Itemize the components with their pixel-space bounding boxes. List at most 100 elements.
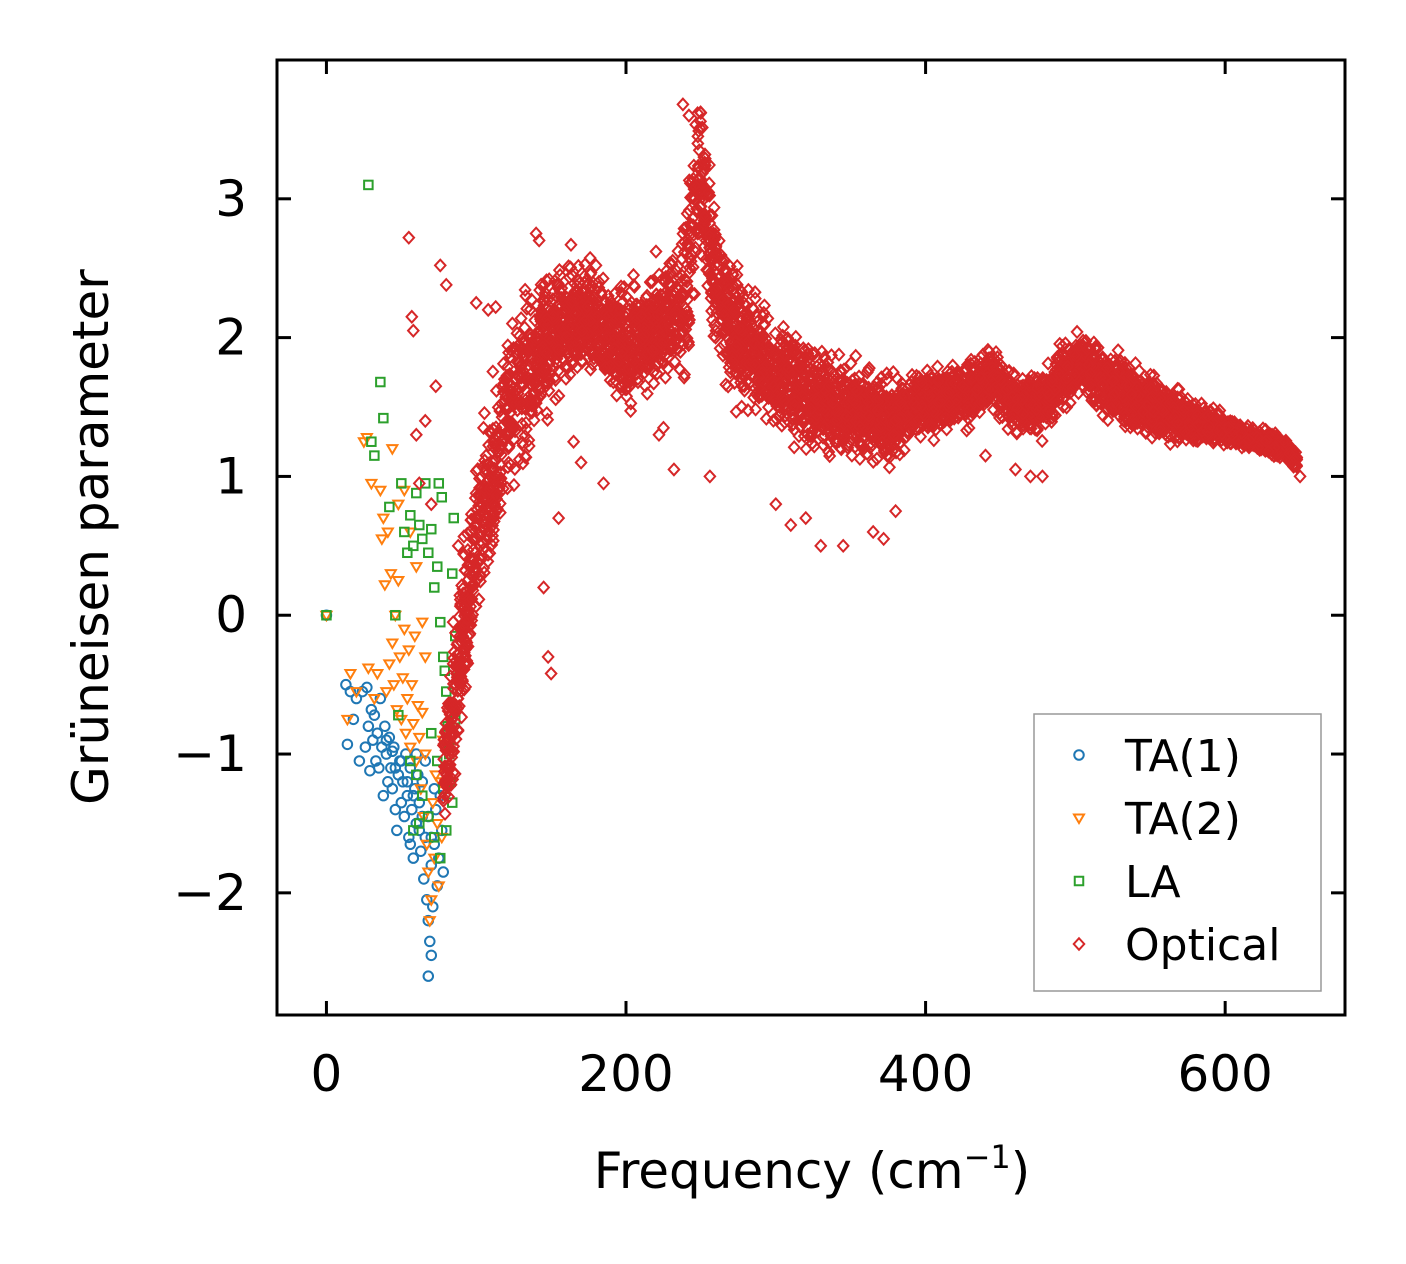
data-point	[473, 551, 487, 567]
data-point	[855, 438, 869, 453]
data-point	[477, 405, 492, 421]
data-point	[881, 448, 895, 463]
data-point	[421, 894, 433, 906]
data-point	[397, 624, 412, 637]
data-point	[722, 281, 736, 297]
data-point	[472, 592, 486, 607]
data-point	[617, 279, 631, 295]
data-point	[396, 673, 410, 685]
data-point	[384, 569, 398, 581]
data-point	[957, 389, 971, 405]
data-point	[435, 616, 446, 628]
data-point	[411, 487, 422, 499]
data-point	[417, 790, 428, 801]
data-point	[735, 322, 749, 338]
data-point	[1041, 356, 1055, 371]
data-point	[557, 302, 571, 317]
data-point	[731, 321, 746, 336]
data-point	[1093, 370, 1107, 385]
data-point	[399, 728, 413, 741]
data-point	[788, 394, 802, 409]
data-point	[707, 200, 721, 215]
data-point	[514, 311, 528, 326]
data-point	[458, 596, 473, 611]
data-point	[405, 680, 419, 692]
data-point	[406, 719, 421, 731]
data-point	[761, 399, 776, 415]
data-point	[403, 742, 418, 755]
data-point	[369, 450, 380, 461]
data-point	[401, 776, 414, 788]
data-point	[748, 285, 762, 300]
data-point	[756, 309, 770, 324]
data-point	[785, 417, 799, 433]
data-point	[1055, 391, 1070, 407]
data-point	[698, 161, 712, 177]
data-point	[977, 396, 991, 412]
data-point	[682, 312, 697, 328]
data-point	[373, 485, 388, 498]
data-point	[537, 316, 552, 332]
data-point	[379, 720, 391, 733]
data-point	[519, 288, 533, 304]
data-point	[730, 267, 744, 283]
data-point	[439, 665, 451, 677]
data-point	[912, 421, 926, 436]
data-point	[478, 453, 492, 468]
data-point	[366, 436, 377, 447]
data-point	[1085, 392, 1099, 407]
data-point	[368, 709, 381, 721]
data-point	[705, 284, 719, 300]
data-point	[447, 568, 458, 579]
data-point	[399, 526, 410, 538]
data-point	[824, 348, 839, 363]
data-point	[640, 386, 654, 401]
data-point	[441, 825, 452, 836]
data-point	[717, 252, 731, 267]
data-point	[341, 738, 354, 751]
data-point	[730, 258, 744, 274]
data-point	[455, 578, 469, 593]
data-point	[619, 381, 634, 397]
data-point	[760, 352, 774, 367]
data-point	[547, 309, 561, 324]
data-point	[1007, 366, 1021, 381]
data-point	[426, 523, 437, 535]
data-point	[364, 478, 379, 491]
data-point	[550, 351, 564, 366]
data-point	[766, 348, 780, 364]
data-point	[423, 811, 434, 822]
data-point	[444, 742, 459, 757]
data-point	[395, 796, 408, 809]
data-point	[693, 114, 708, 129]
data-point	[689, 117, 703, 132]
data-point	[502, 455, 516, 471]
data-point	[890, 371, 904, 386]
data-point	[627, 279, 642, 294]
data-point	[687, 286, 702, 302]
data-point	[541, 292, 555, 308]
data-point	[359, 741, 372, 753]
data-point	[693, 105, 708, 120]
data-point	[574, 345, 588, 360]
data-point	[1086, 381, 1101, 397]
data-point	[507, 477, 521, 493]
data-point	[375, 534, 389, 546]
data-point	[422, 970, 435, 982]
data-point	[661, 361, 675, 376]
data-point	[438, 651, 449, 663]
data-point	[811, 380, 825, 395]
data-point	[693, 171, 707, 187]
data-point	[402, 547, 413, 559]
data-point	[768, 363, 782, 379]
data-point	[367, 694, 382, 706]
data-point	[926, 404, 941, 419]
data-point	[424, 935, 436, 948]
data-point	[389, 803, 402, 816]
data-point	[936, 414, 951, 430]
data-point	[350, 692, 363, 705]
data-point	[735, 285, 749, 300]
data-point	[344, 685, 357, 698]
data-point	[445, 698, 459, 714]
